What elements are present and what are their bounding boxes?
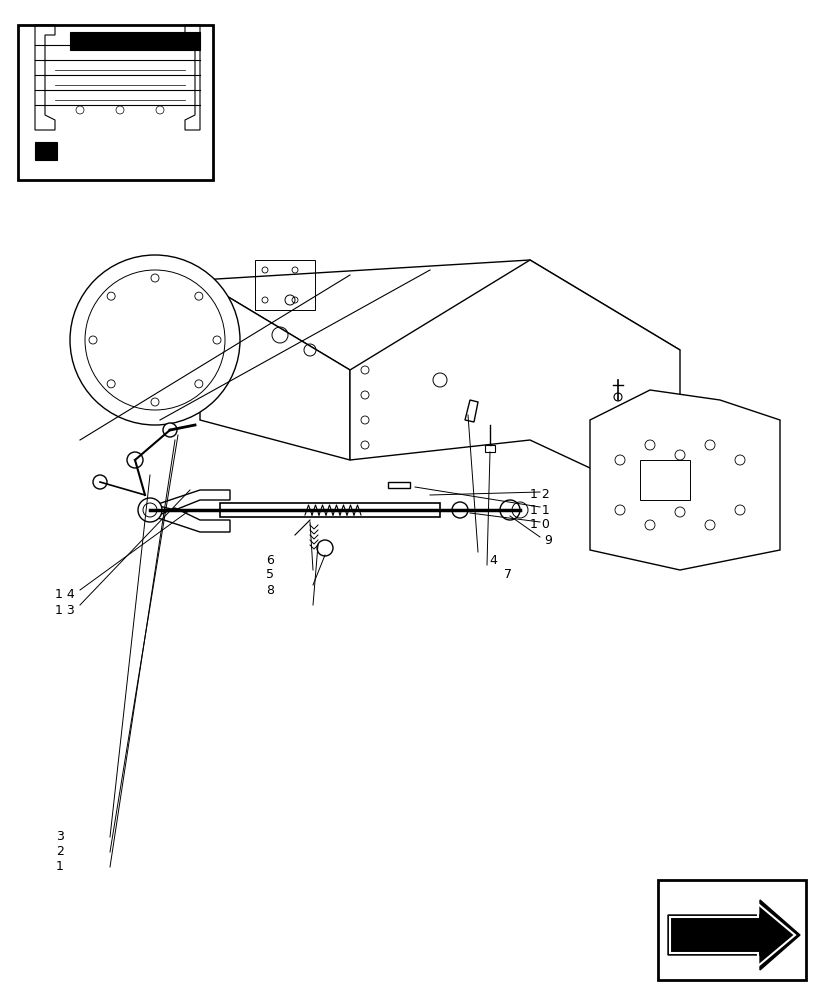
Text: 1 1: 1 1 — [529, 504, 549, 516]
Circle shape — [70, 255, 240, 425]
Polygon shape — [200, 260, 679, 370]
Text: 1 0: 1 0 — [529, 518, 549, 532]
Polygon shape — [350, 260, 679, 510]
Text: 9: 9 — [543, 534, 552, 546]
Circle shape — [127, 452, 143, 468]
Polygon shape — [155, 490, 230, 510]
Text: 1 2: 1 2 — [529, 488, 549, 502]
Polygon shape — [200, 280, 350, 460]
Text: 8: 8 — [265, 584, 274, 596]
Bar — [639, 460, 689, 500]
Circle shape — [93, 475, 107, 489]
Text: 5: 5 — [265, 568, 274, 582]
Text: 1 4: 1 4 — [55, 588, 74, 601]
Text: 3: 3 — [56, 830, 64, 843]
Text: 6: 6 — [265, 554, 274, 566]
Text: 1: 1 — [56, 860, 64, 874]
Circle shape — [163, 423, 177, 437]
Circle shape — [500, 500, 519, 520]
Bar — [485, 445, 495, 452]
Bar — [255, 260, 314, 310]
Bar — [220, 503, 439, 517]
Text: 2: 2 — [56, 845, 64, 858]
Circle shape — [138, 498, 162, 522]
Bar — [18, 25, 213, 180]
Text: 7: 7 — [504, 568, 511, 582]
Text: 1 3: 1 3 — [55, 603, 74, 616]
Polygon shape — [667, 900, 799, 970]
Bar — [388, 482, 409, 488]
Polygon shape — [590, 390, 779, 570]
Bar — [657, 880, 805, 980]
Text: 4: 4 — [489, 554, 496, 566]
Polygon shape — [155, 508, 230, 532]
Circle shape — [452, 502, 467, 518]
Bar — [70, 32, 200, 50]
Bar — [35, 142, 57, 160]
